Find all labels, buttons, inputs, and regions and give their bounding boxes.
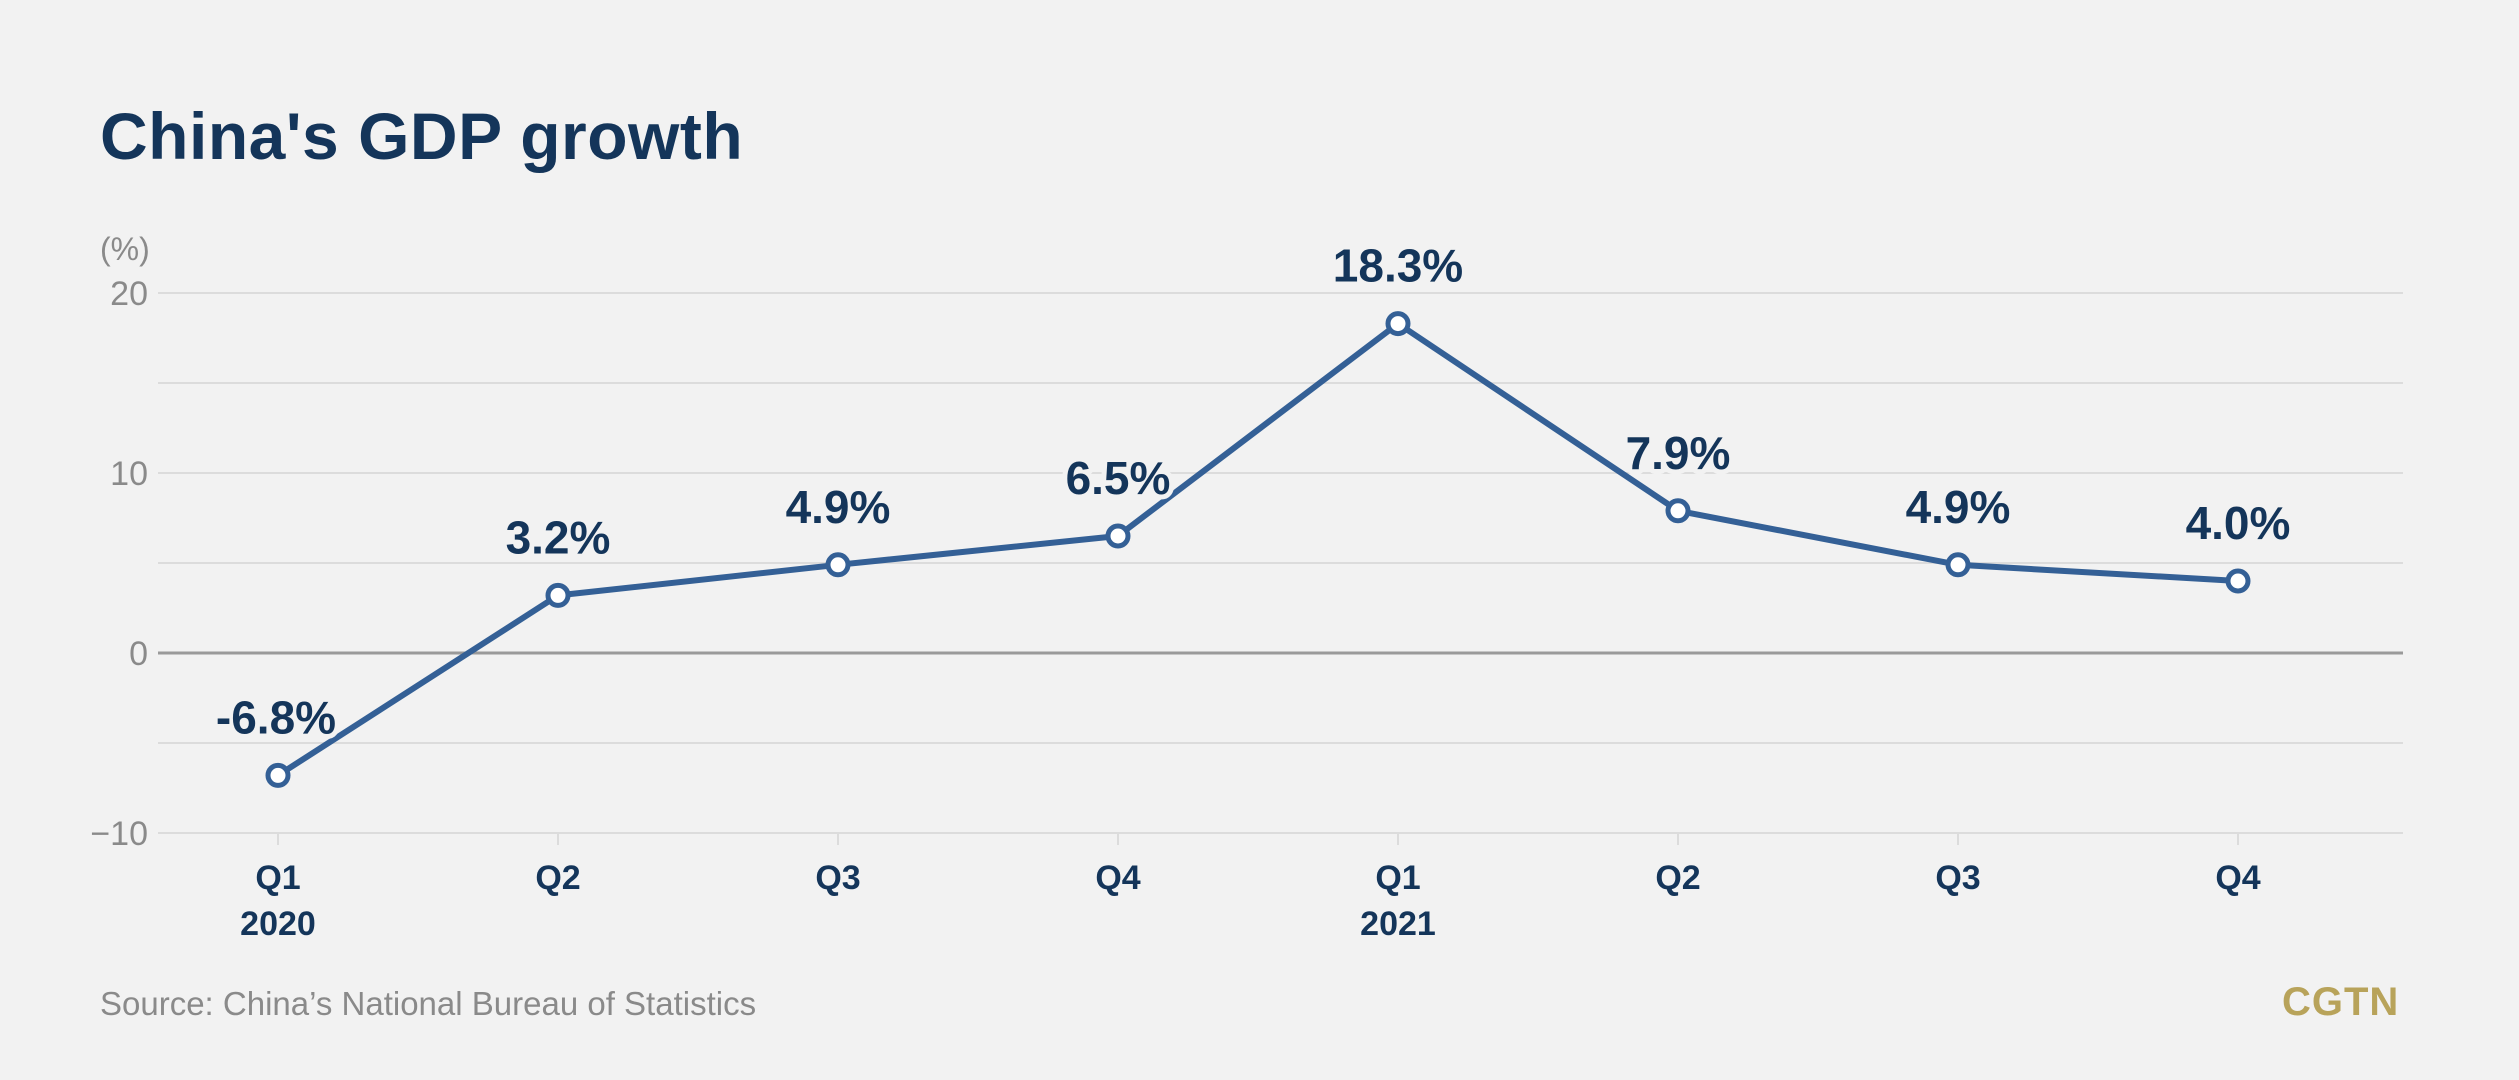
y-tick-label: 0 bbox=[129, 635, 148, 673]
grid-layer bbox=[158, 292, 2403, 834]
x-tick-label: Q4 bbox=[2215, 859, 2260, 897]
data-label: 6.5% bbox=[1066, 452, 1171, 504]
x-tick-label: Q3 bbox=[815, 859, 860, 897]
series-layer bbox=[265, 311, 2251, 788]
x-year-label: 2021 bbox=[1360, 905, 1436, 943]
y-axis-ticks: 20 10 0 −10 bbox=[90, 275, 148, 853]
data-label: -6.8% bbox=[216, 691, 336, 743]
data-point bbox=[2225, 568, 2251, 594]
data-point bbox=[545, 582, 571, 608]
y-axis-unit-label: (%) bbox=[100, 231, 150, 267]
y-tick-label: 10 bbox=[110, 455, 148, 493]
data-label: 4.9% bbox=[1906, 481, 2011, 533]
data-point bbox=[1665, 498, 1691, 524]
cgtn-logo: CGTN bbox=[2282, 980, 2400, 1024]
series-line bbox=[275, 320, 2241, 779]
x-axis-ticks: Q1 2020 Q2 Q3 Q4 Q1 2021 Q2 Q3 Q4 bbox=[240, 833, 2261, 943]
data-point bbox=[265, 762, 291, 788]
data-point bbox=[1945, 552, 1971, 578]
y-tick-label: 20 bbox=[110, 275, 148, 313]
data-label: 4.9% bbox=[786, 481, 891, 533]
x-tick-label: Q1 bbox=[1375, 859, 1420, 897]
x-tick-label: Q2 bbox=[535, 859, 580, 897]
x-year-label: 2020 bbox=[240, 905, 316, 943]
x-tick-label: Q3 bbox=[1935, 859, 1980, 897]
chart-title: China's GDP growth bbox=[100, 99, 744, 173]
data-labels: -6.8% 3.2% 4.9% 6.5% 18.3% 7.9% 4.9% 4.0% bbox=[211, 235, 2296, 749]
x-tick-label: Q4 bbox=[1095, 859, 1140, 897]
data-label: 7.9% bbox=[1626, 427, 1731, 479]
data-point bbox=[1385, 311, 1411, 337]
source-note: Source: China’s National Bureau of Stati… bbox=[100, 985, 757, 1022]
x-tick-label: Q2 bbox=[1655, 859, 1700, 897]
y-tick-label: −10 bbox=[90, 815, 148, 853]
data-label: 4.0% bbox=[2186, 497, 2291, 549]
data-point bbox=[825, 552, 851, 578]
data-label: 18.3% bbox=[1333, 240, 1463, 292]
data-label: 3.2% bbox=[506, 511, 611, 563]
x-tick-label: Q1 bbox=[255, 859, 300, 897]
data-point bbox=[1105, 523, 1131, 549]
